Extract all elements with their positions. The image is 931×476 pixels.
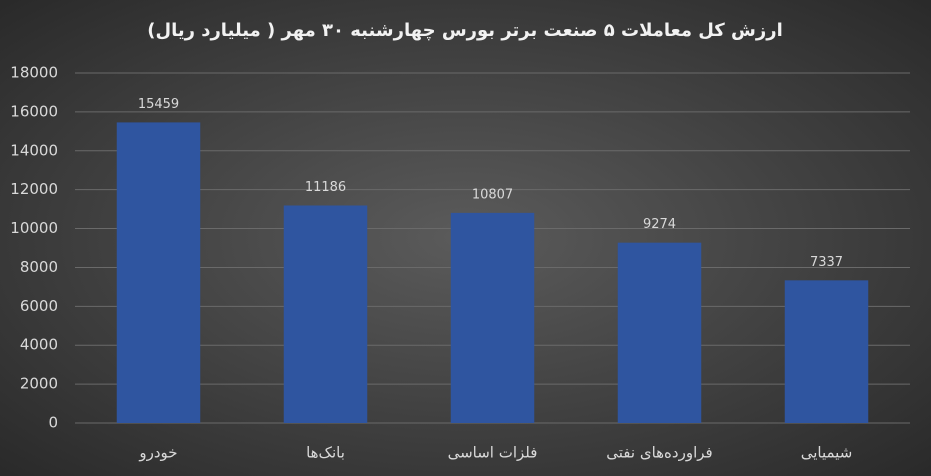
y-tick-label: 16000 [10,102,58,120]
data-label: 15459 [138,97,179,112]
data-label: 9274 [643,217,676,232]
y-tick-label: 14000 [10,141,58,159]
data-label: 11186 [305,180,346,195]
bar [784,280,869,423]
chart-title: ارزش کل معاملات ۵ صنعت برتر بورس چهارشنب… [147,20,783,41]
y-tick-label: 8000 [20,258,58,276]
y-tick-label: 10000 [10,219,58,237]
data-label: 7337 [810,255,843,270]
y-tick-label: 2000 [20,375,58,393]
y-tick-label: 18000 [10,64,58,82]
y-tick-label: 0 [48,414,58,432]
x-tick-label: فراورده‌های نفتی [606,444,712,462]
y-tick-label: 4000 [20,336,58,354]
bar [116,122,201,424]
x-tick-label: فلزات اساسی [448,444,538,462]
bar [283,205,368,423]
y-tick-label: 6000 [20,297,58,315]
bar [617,242,702,423]
data-label: 10807 [472,187,513,202]
x-tick-label: بانک‌ها [306,444,345,462]
x-tick-label: شیمیایی [801,444,853,462]
x-tick-label: خودرو [138,444,177,462]
bar [450,212,535,423]
y-tick-label: 12000 [10,180,58,198]
